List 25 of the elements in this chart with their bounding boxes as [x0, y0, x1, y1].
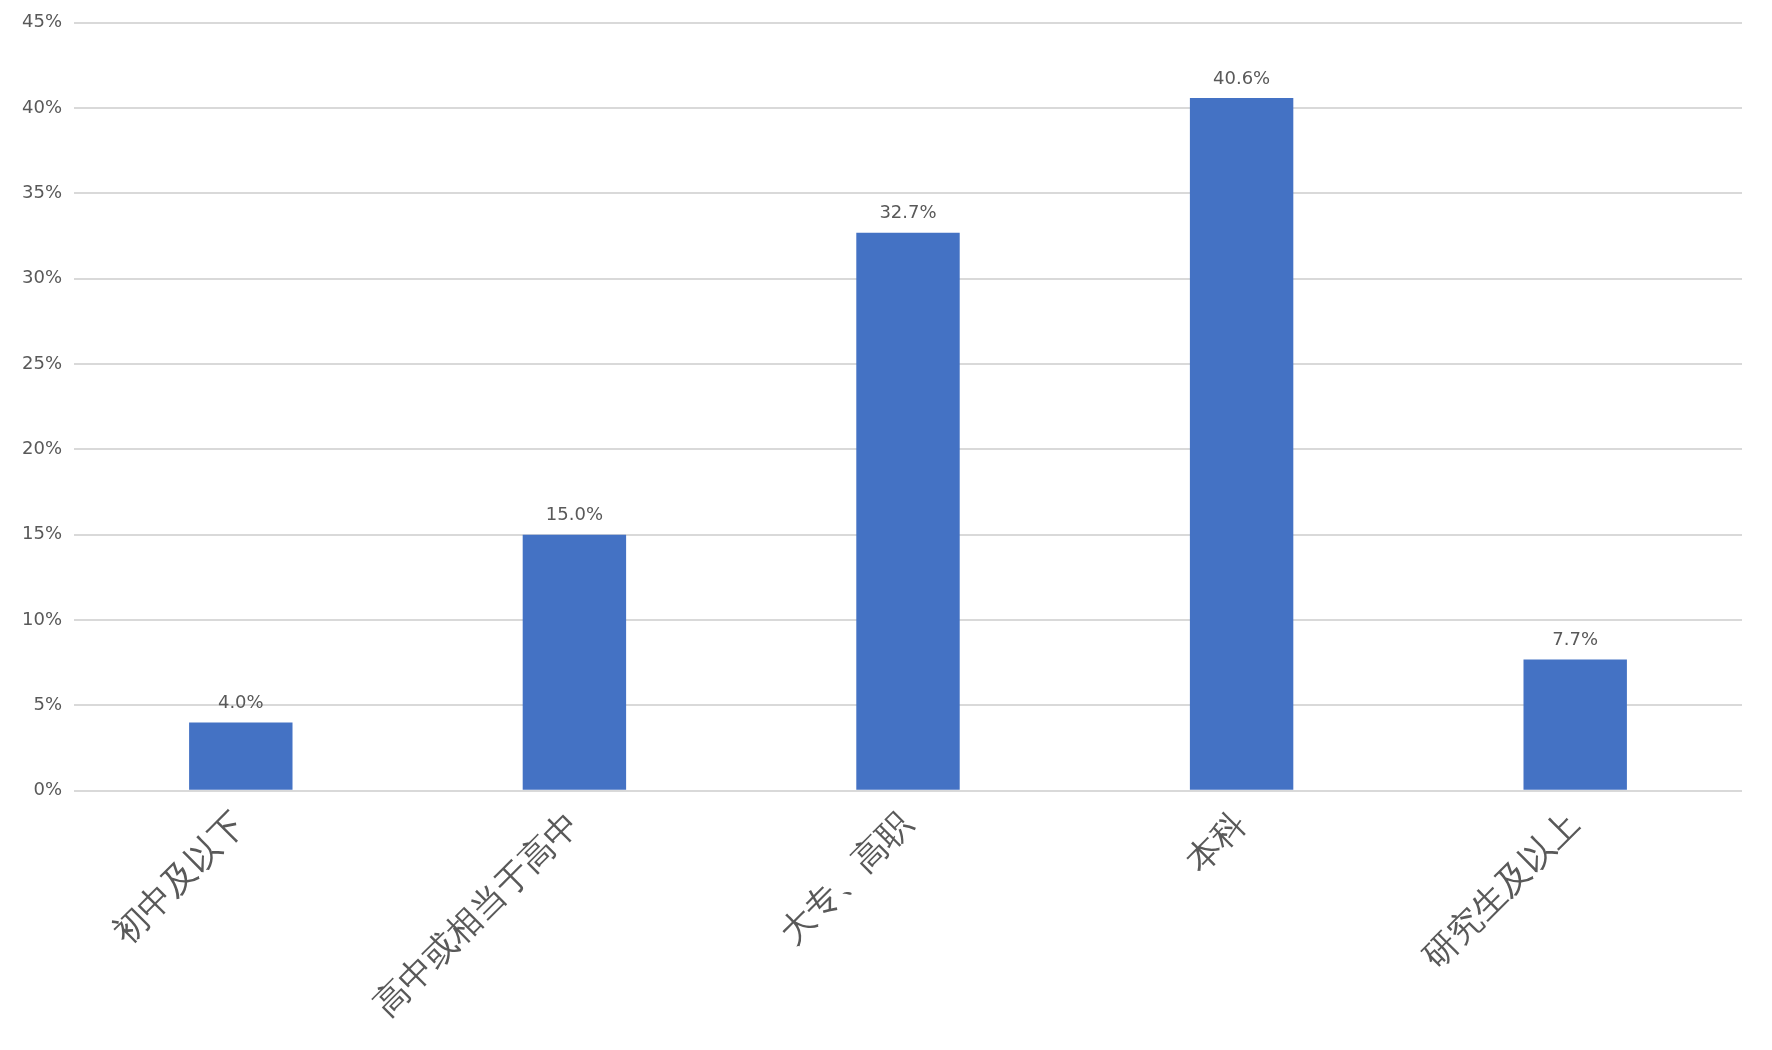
y-tick-label: 45% [21, 10, 63, 32]
x-tick-label: 研究生及以上 [1414, 802, 1588, 976]
y-tick-label: 0% [33, 778, 63, 800]
y-tick-label: 25% [21, 351, 63, 373]
y-tick-label: 5% [33, 693, 63, 715]
x-tick-label: 高中或相当于高中 [365, 802, 587, 1024]
bar [189, 722, 293, 790]
x-tick-label: 初中及以下 [104, 802, 253, 952]
bar [522, 534, 627, 790]
bar [1523, 659, 1627, 790]
data-label: 4.0% [217, 691, 264, 713]
data-label: 32.7% [879, 201, 937, 223]
y-tick-label: 20% [21, 437, 63, 459]
y-tick-label: 30% [21, 266, 63, 288]
y-tick-label: 10% [21, 607, 63, 629]
data-label: 7.7% [1552, 628, 1599, 650]
data-label: 40.6% [1213, 66, 1271, 88]
y-tick-label: 15% [21, 522, 63, 544]
x-tick-label: 本科 [1177, 802, 1254, 880]
data-label: 15.0% [545, 503, 603, 525]
y-tick-label: 40% [21, 95, 63, 117]
bar [1189, 97, 1294, 790]
x-tick-label: 大专、高职 [771, 802, 920, 952]
y-tick-label: 35% [21, 181, 63, 203]
bar [856, 232, 960, 790]
